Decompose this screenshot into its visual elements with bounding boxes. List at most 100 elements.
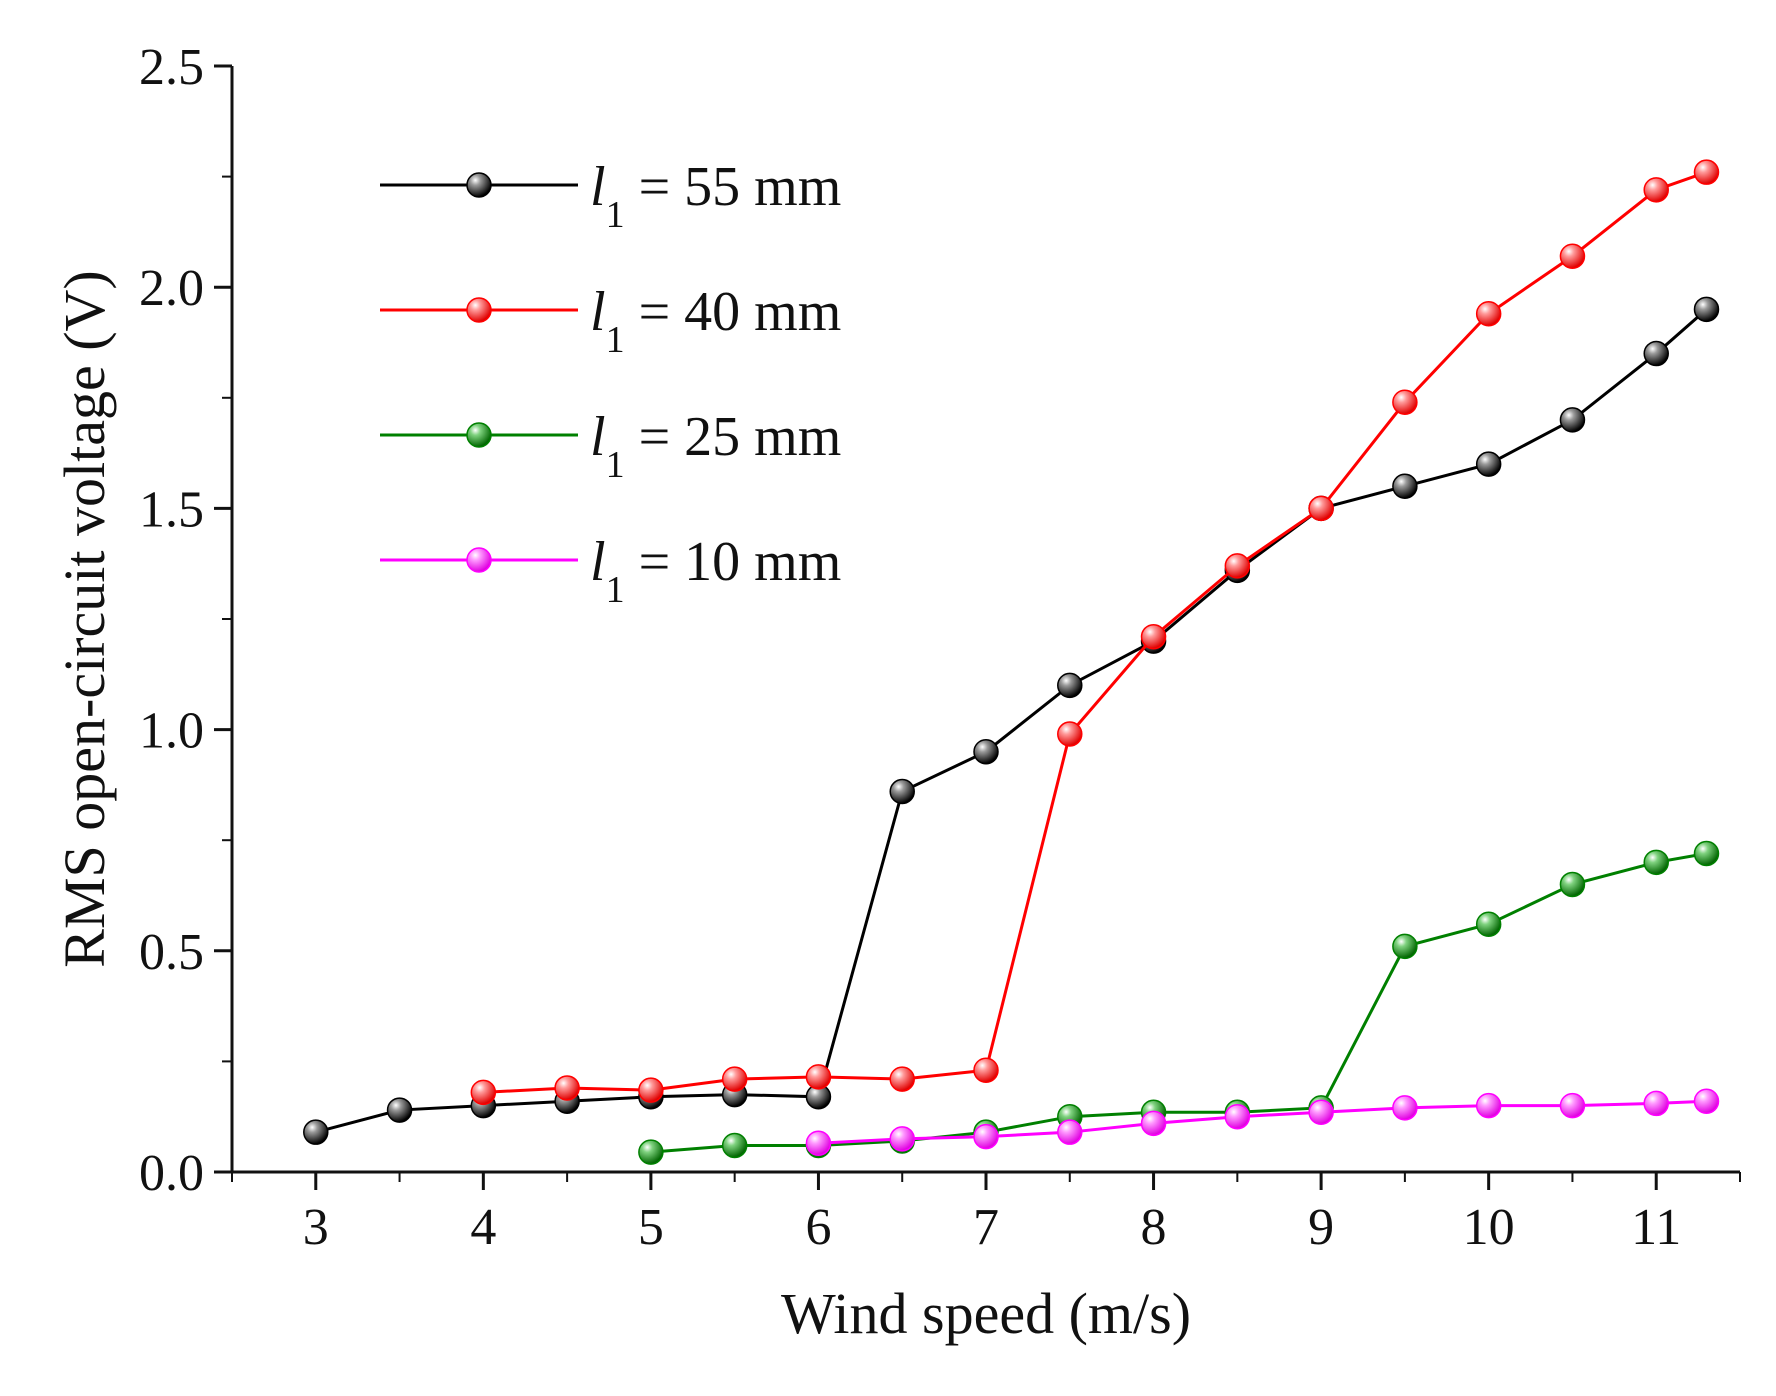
legend-entry: l1 = 40 mm [380, 281, 841, 361]
data-point [1693, 840, 1720, 867]
legend-label-subscript: 1 [606, 194, 625, 236]
data-point [805, 1130, 832, 1156]
data-point [1140, 623, 1167, 650]
x-tick-label: 6 [805, 1199, 831, 1256]
series-2 [470, 159, 1720, 1106]
data-point [638, 1077, 664, 1103]
plot-frame [230, 66, 1740, 1174]
data-point [1559, 407, 1586, 433]
data-point [1475, 300, 1502, 327]
data-point [303, 1119, 329, 1145]
x-tick-label: 10 [1463, 1199, 1515, 1256]
data-point [1559, 1092, 1586, 1119]
legend-label-variable: l [590, 406, 606, 468]
legend-marker [466, 172, 492, 198]
data-point [1643, 849, 1669, 876]
data-point [1693, 159, 1720, 185]
data-point [721, 1066, 748, 1092]
legend-marker [466, 547, 492, 573]
y-tick-label: 0.5 [139, 924, 204, 981]
data-point [1308, 495, 1334, 522]
series-4 [805, 1088, 1720, 1156]
data-point [1475, 1092, 1502, 1119]
data-point [973, 738, 999, 765]
data-point [470, 1079, 497, 1106]
data-point [1475, 911, 1502, 938]
data-point [1693, 296, 1720, 323]
legend-label-subscript: 1 [606, 569, 625, 611]
y-tick-label: 2.5 [139, 39, 204, 96]
legend-marker [466, 297, 492, 323]
data-point [1057, 721, 1083, 747]
x-ticks: 3 4 5 6 7 8 9 10 11 [231, 1172, 1741, 1256]
x-axis-title: Wind speed (m/s) [781, 1281, 1191, 1346]
data-point [973, 1057, 999, 1083]
data-point [1559, 871, 1586, 898]
legend-entry: l1 = 55 mm [380, 156, 841, 236]
legend-label: l1 = 25 mm [590, 406, 841, 486]
y-tick-label: 2.0 [139, 260, 204, 317]
y-tick-label: 0.0 [139, 1145, 204, 1202]
x-tick-label: 4 [470, 1199, 496, 1256]
y-tick-label: 1.0 [139, 703, 204, 760]
data-point [1392, 389, 1418, 415]
x-tick-label: 8 [1141, 1199, 1167, 1256]
legend-label-variable: l [590, 281, 606, 343]
legend-label: l1 = 40 mm [590, 281, 841, 361]
x-tick-label: 5 [638, 1199, 664, 1256]
data-point [805, 1064, 832, 1090]
legend-label-value: = 10 mm [625, 531, 842, 593]
data-point [721, 1132, 748, 1159]
legend-label-variable: l [590, 531, 606, 593]
legend-label-variable: l [590, 156, 606, 218]
data-point [1392, 473, 1418, 500]
data-point [1057, 1119, 1083, 1145]
x-tick-label: 11 [1631, 1199, 1681, 1256]
data-point [889, 1126, 915, 1152]
data-point [1643, 1090, 1669, 1117]
legend-marker [466, 422, 492, 448]
series-line [818, 1099, 1707, 1145]
legend-label: l1 = 10 mm [590, 531, 841, 611]
legend-entry: l1 = 25 mm [380, 406, 841, 486]
legend-label-value: = 25 mm [625, 406, 842, 468]
y-ticks: 0.0 0.5 1.0 1.5 2.0 2.5 [139, 39, 232, 1202]
x-tick-label: 9 [1308, 1199, 1334, 1256]
data-point [1308, 1099, 1334, 1126]
legend-label-subscript: 1 [606, 444, 625, 486]
series-line [315, 308, 1708, 1134]
data-point [1693, 1088, 1720, 1114]
data-point [1475, 451, 1502, 477]
y-axis-title: RMS open-circuit voltage (V) [52, 270, 117, 967]
data-point [1643, 177, 1669, 203]
x-tick-label: 7 [973, 1199, 999, 1256]
series-3 [638, 840, 1720, 1165]
series-line [650, 851, 1707, 1154]
data-point [554, 1075, 580, 1101]
data-point [1392, 1095, 1418, 1121]
data-point [1140, 1110, 1167, 1137]
data-point [386, 1097, 413, 1123]
legend-label-subscript: 1 [606, 319, 625, 361]
data-point [1057, 672, 1083, 699]
y-tick-label: 1.5 [139, 481, 204, 538]
legend-label: l1 = 55 mm [590, 156, 841, 236]
legend-entry: l1 = 10 mm [380, 531, 841, 611]
legend-label-value: = 55 mm [625, 156, 842, 218]
data-point [889, 778, 915, 805]
data-point [1392, 933, 1418, 960]
data-point [973, 1123, 999, 1150]
data-point [1224, 1103, 1251, 1130]
series-1 [303, 296, 1720, 1145]
data-point [1224, 553, 1251, 579]
x-tick-label: 3 [303, 1199, 329, 1256]
legend-label-value: = 40 mm [625, 281, 842, 343]
series-layer [303, 159, 1720, 1165]
data-point [1643, 340, 1669, 367]
data-point [638, 1139, 664, 1165]
series-line [483, 170, 1707, 1094]
data-point [1559, 243, 1586, 269]
data-point [889, 1066, 915, 1092]
